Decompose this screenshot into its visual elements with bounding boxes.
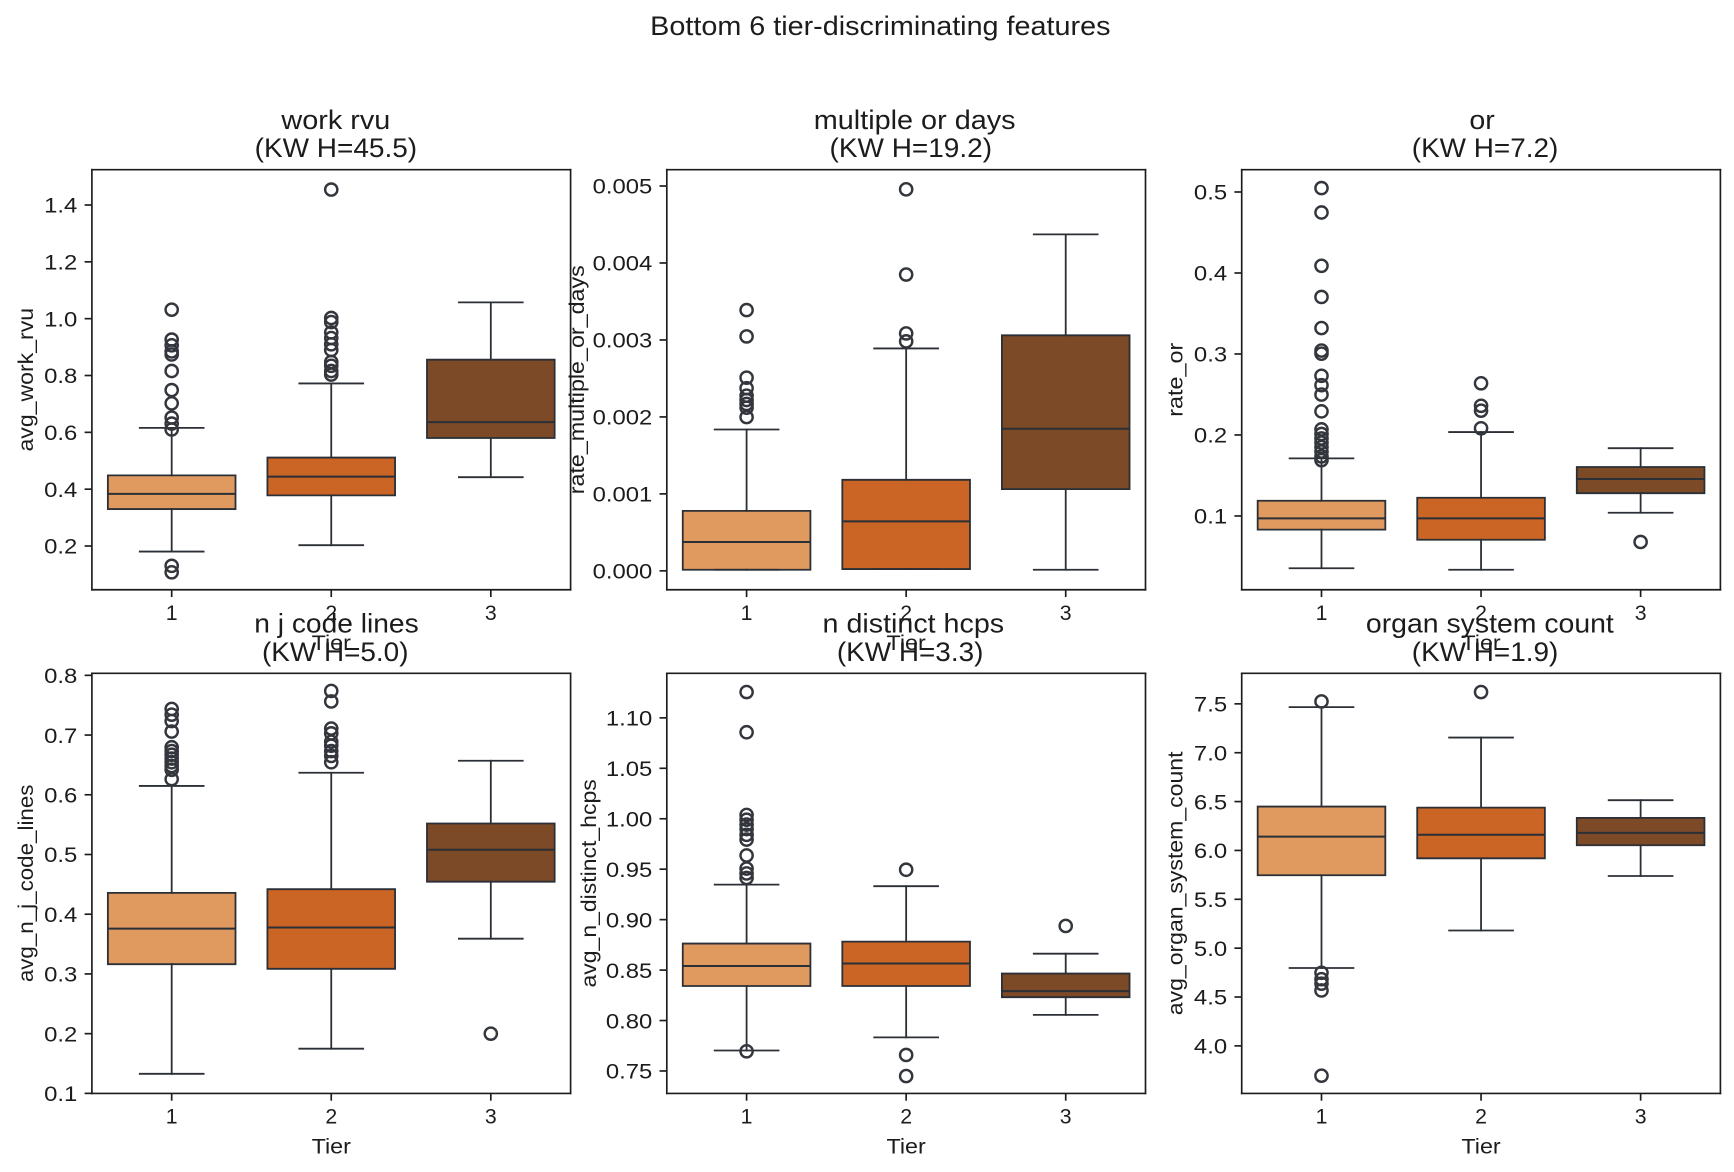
svg-text:0.6: 0.6 xyxy=(44,784,77,808)
svg-text:2: 2 xyxy=(325,1104,337,1128)
svg-text:avg_work_rvu: avg_work_rvu xyxy=(14,308,38,452)
svg-text:Tier: Tier xyxy=(312,631,351,655)
svg-text:rate_multiple_or_days: rate_multiple_or_days xyxy=(565,265,589,494)
svg-text:0.3: 0.3 xyxy=(1194,343,1227,367)
svg-text:avg_n_distinct_hcps: avg_n_distinct_hcps xyxy=(577,779,601,987)
svg-text:0.1: 0.1 xyxy=(1194,505,1227,529)
svg-text:(KW H=5.0): (KW H=5.0) xyxy=(262,637,409,667)
svg-text:Bottom 6 tier-discriminating f: Bottom 6 tier-discriminating features xyxy=(650,11,1110,41)
svg-text:n distinct hcps: n distinct hcps xyxy=(823,608,1005,638)
svg-text:n j code lines: n j code lines xyxy=(254,608,418,638)
svg-text:2: 2 xyxy=(900,601,912,625)
svg-text:0.2: 0.2 xyxy=(44,1022,77,1046)
svg-text:5.5: 5.5 xyxy=(1194,888,1227,912)
svg-text:3: 3 xyxy=(485,1104,497,1128)
svg-text:0.90: 0.90 xyxy=(606,908,653,932)
svg-text:Tier: Tier xyxy=(1461,631,1500,655)
svg-text:0.80: 0.80 xyxy=(606,1009,653,1033)
svg-text:(KW H=3.3): (KW H=3.3) xyxy=(837,637,984,667)
svg-text:3: 3 xyxy=(485,601,497,625)
svg-text:Tier: Tier xyxy=(886,631,925,655)
svg-text:1.00: 1.00 xyxy=(606,807,653,831)
svg-text:6.5: 6.5 xyxy=(1194,790,1227,814)
svg-text:0.75: 0.75 xyxy=(606,1060,652,1084)
svg-text:1.05: 1.05 xyxy=(606,757,652,781)
svg-text:2: 2 xyxy=(900,1104,912,1128)
svg-text:or: or xyxy=(1469,105,1495,135)
svg-text:rate_or: rate_or xyxy=(1164,343,1188,417)
svg-text:avg_n_j_code_lines: avg_n_j_code_lines xyxy=(14,785,38,983)
svg-text:0.3: 0.3 xyxy=(44,963,77,987)
svg-text:2: 2 xyxy=(1475,601,1487,625)
svg-text:0.003: 0.003 xyxy=(593,329,653,353)
svg-text:0.5: 0.5 xyxy=(44,843,77,867)
svg-text:0.4: 0.4 xyxy=(44,478,77,502)
svg-text:7.5: 7.5 xyxy=(1194,693,1227,717)
svg-text:0.6: 0.6 xyxy=(44,421,77,445)
svg-text:0.5: 0.5 xyxy=(1194,181,1227,205)
svg-text:Tier: Tier xyxy=(1461,1135,1500,1159)
svg-text:(KW H=1.9): (KW H=1.9) xyxy=(1412,637,1559,667)
svg-text:0.95: 0.95 xyxy=(606,858,652,882)
svg-text:3: 3 xyxy=(1635,601,1647,625)
svg-text:0.004: 0.004 xyxy=(593,252,653,276)
svg-text:7.0: 7.0 xyxy=(1194,741,1227,765)
svg-text:0.7: 0.7 xyxy=(44,724,77,748)
svg-text:1: 1 xyxy=(166,601,178,625)
svg-text:4.5: 4.5 xyxy=(1194,986,1227,1010)
svg-text:avg_organ_system_count: avg_organ_system_count xyxy=(1164,751,1188,1015)
svg-text:0.001: 0.001 xyxy=(593,483,653,507)
svg-text:Tier: Tier xyxy=(886,1135,925,1159)
svg-text:0.4: 0.4 xyxy=(1194,262,1227,286)
svg-text:(KW H=7.2): (KW H=7.2) xyxy=(1412,133,1559,163)
svg-text:3: 3 xyxy=(1060,1104,1072,1128)
svg-text:3: 3 xyxy=(1635,1104,1647,1128)
svg-text:organ system count: organ system count xyxy=(1366,608,1615,638)
svg-text:(KW H=19.2): (KW H=19.2) xyxy=(830,133,993,163)
svg-text:3: 3 xyxy=(1060,601,1072,625)
svg-text:2: 2 xyxy=(1475,1104,1487,1128)
svg-text:0.1: 0.1 xyxy=(44,1082,77,1106)
svg-text:(KW H=45.5): (KW H=45.5) xyxy=(255,133,418,163)
svg-text:1: 1 xyxy=(741,601,753,625)
svg-text:0.2: 0.2 xyxy=(44,535,77,559)
svg-text:1: 1 xyxy=(741,1104,753,1128)
svg-text:5.0: 5.0 xyxy=(1194,937,1227,961)
svg-text:0.85: 0.85 xyxy=(606,959,652,983)
svg-text:2: 2 xyxy=(325,601,337,625)
svg-text:0.005: 0.005 xyxy=(593,175,653,199)
svg-text:1.10: 1.10 xyxy=(606,707,653,731)
svg-text:1.2: 1.2 xyxy=(44,251,77,275)
svg-text:1: 1 xyxy=(1316,601,1328,625)
svg-text:0.000: 0.000 xyxy=(593,560,653,584)
svg-text:0.002: 0.002 xyxy=(593,406,653,430)
svg-text:1: 1 xyxy=(1316,1104,1328,1128)
svg-text:0.4: 0.4 xyxy=(44,903,77,927)
svg-text:0.8: 0.8 xyxy=(44,364,77,388)
svg-text:Tier: Tier xyxy=(312,1135,351,1159)
svg-text:1.0: 1.0 xyxy=(44,307,77,331)
svg-text:0.2: 0.2 xyxy=(1194,424,1227,448)
svg-text:1.4: 1.4 xyxy=(44,194,77,218)
svg-text:work rvu: work rvu xyxy=(280,105,390,135)
svg-text:0.8: 0.8 xyxy=(44,664,77,688)
svg-text:6.0: 6.0 xyxy=(1194,839,1227,863)
svg-text:1: 1 xyxy=(166,1104,178,1128)
svg-text:multiple or days: multiple or days xyxy=(814,105,1016,135)
svg-text:4.0: 4.0 xyxy=(1194,1035,1227,1059)
